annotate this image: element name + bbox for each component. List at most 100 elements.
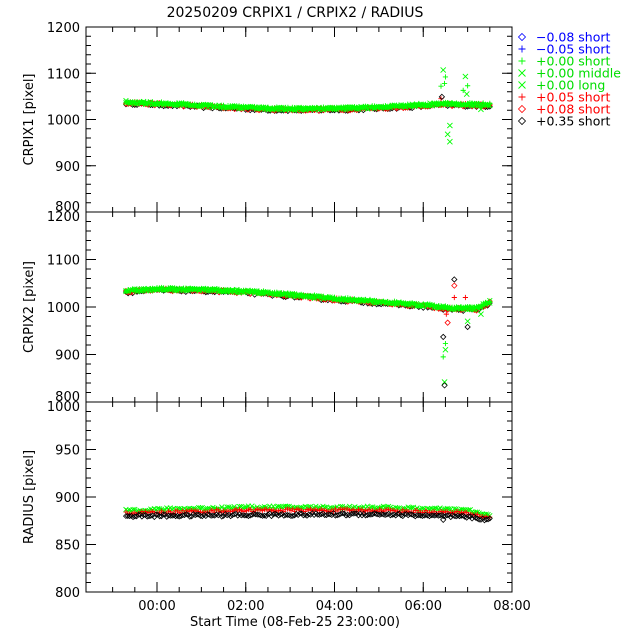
data-point [460,102,466,108]
data-point [467,306,473,312]
data-point [371,510,378,517]
y-axis-label: CRPIX2 [pixel] [22,261,37,353]
data-point [289,513,296,519]
data-point [138,286,145,292]
data-point [345,297,351,303]
data-point [234,289,240,296]
data-point [433,511,440,518]
data-point [407,300,413,307]
data-point [318,511,325,518]
data-point [394,511,401,518]
y-tick-label: 1000 [47,114,80,129]
data-point [444,304,451,311]
outlier-point [460,87,466,93]
outlier-point [442,346,449,353]
data-point [272,510,279,517]
data-point [278,291,284,298]
data-point [408,504,415,511]
data-point [393,103,400,109]
data-point [296,105,302,111]
data-point [240,512,247,518]
legend-label: −0.05 short [536,42,611,57]
y-tick-label: 900 [55,160,80,175]
data-point [193,511,200,518]
data-point [218,287,225,294]
y-tick-label: 1100 [47,254,80,269]
data-point [123,99,129,106]
legend-entry: +0.08 short [517,102,611,117]
data-point [339,510,346,517]
legend-entry: +0.35 short [517,114,611,129]
data-point [205,288,211,294]
data-point [227,513,234,520]
outlier-point [441,80,448,87]
data-point [256,511,263,518]
data-point [444,512,451,519]
x-axis-label: Start Time (08-Feb-25 23:00:00) [190,615,400,630]
data-point [438,304,444,310]
data-point [196,103,202,109]
panel-2-points [122,276,493,389]
data-point [174,512,181,519]
data-point [241,512,248,519]
legend-marker [518,69,526,77]
legend-label: −0.08 short [536,30,611,45]
data-point [484,102,491,108]
data-point [204,511,211,518]
y-axis-label: RADIUS [pixel] [22,450,37,544]
data-point [251,289,258,296]
y-tick-label: 950 [55,444,80,459]
data-point [351,510,358,517]
panel-1: 800 900 1000 1100 1200 CRPIX1 [pixel] [22,21,513,215]
outlier-point [478,311,484,318]
y-tick-label: 1000 [47,400,80,415]
y-tick-label: 800 [55,586,80,601]
data-point [189,286,196,292]
y-tick-label: 1100 [47,67,80,82]
y-tick-label: 800 [55,390,80,405]
data-point [167,286,174,293]
data-point [322,294,329,301]
data-point [160,511,167,518]
data-point [482,102,489,108]
data-point [486,515,493,522]
data-point [369,300,375,306]
data-point [227,104,233,110]
data-point [198,286,205,292]
data-point [135,511,142,518]
data-point [218,513,225,520]
data-point [307,294,313,301]
outlier-point [438,93,446,101]
outlier-point [442,74,449,80]
data-point [351,105,358,111]
data-point [477,516,484,523]
y-tick-label: 800 [55,200,80,215]
data-point [458,512,465,519]
x-tick-label: 06:00 [405,599,442,614]
x-tick-label: 02:00 [227,599,264,614]
data-point [254,511,261,518]
legend-marker [517,116,527,126]
data-point [399,513,406,520]
legend-marker [518,93,526,101]
data-point [458,306,464,312]
outlier-point [441,379,448,385]
data-point [290,506,296,512]
outlier-point [444,131,451,138]
data-point [287,106,293,112]
outlier-point [462,294,469,301]
data-point [437,512,444,519]
data-point [415,512,422,519]
outlier-point [462,73,469,80]
data-point [458,102,464,108]
data-point [378,511,385,518]
data-point [373,103,380,110]
x-tick-label: 00:00 [138,599,175,614]
data-point [268,513,275,520]
data-point [263,513,270,520]
data-point [373,511,380,517]
data-point [126,513,133,520]
outlier-point [451,294,457,301]
data-point [300,512,307,519]
